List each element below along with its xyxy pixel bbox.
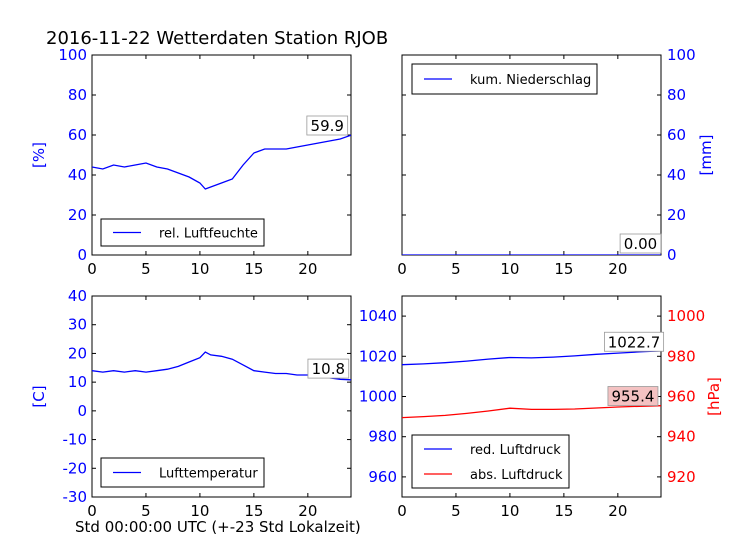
legend-label: kum. Niederschlag	[470, 73, 591, 88]
y-tick-label: 20	[667, 206, 686, 224]
legend-label: Lufttemperatur	[159, 467, 258, 482]
y-tick-label: 40	[68, 166, 87, 184]
x-axis-caption: Std 00:00:00 UTC (+-23 Std Lokalzeit)	[75, 518, 361, 536]
x-tick-label: 15	[244, 260, 263, 278]
value-annotation-box	[619, 233, 662, 254]
value-annotation: 0.00	[624, 235, 657, 253]
value-annotation-box	[307, 358, 350, 379]
series-line-abs-luftdruck	[402, 405, 661, 419]
y-tick-label: 100	[58, 46, 87, 64]
panel-precipitation: 0 5 10 15 20 0 20 40 60 80 100 [mm] kum. Niederschla…	[397, 46, 715, 278]
x-tick-label: 0	[397, 502, 407, 520]
y-tick-label: 40	[667, 166, 686, 184]
y-tick-label: 10	[68, 373, 87, 391]
panel-pressure: 0 5 10 15 20 960 980 1000 1020 1040 920 940 960 980 10…	[359, 295, 723, 520]
value-annotation: 955.4	[611, 388, 654, 406]
x-tick-label: 5	[451, 260, 461, 278]
y-axis-label: [%]	[30, 142, 48, 168]
y-tick-label: 40	[68, 287, 87, 305]
y2-tick-label: 920	[667, 468, 696, 486]
y-axis-label: [mm]	[697, 135, 715, 176]
y-tick-label: 30	[68, 316, 87, 334]
y-axis-label: [C]	[30, 385, 48, 407]
x-tick-label: 20	[608, 260, 627, 278]
plot-frame	[91, 54, 352, 256]
figure-title: 2016-11-22 Wetterdaten Station RJOB	[46, 28, 388, 49]
legend-box	[411, 434, 570, 489]
x-tick-label: 20	[608, 502, 627, 520]
x-tick-label: 15	[554, 502, 573, 520]
panel-humidity: 0 5 10 15 20 0 20 40 60 80 100 [%] rel. Luftfeuchte 5…	[30, 46, 352, 278]
y-tick-label: 80	[667, 86, 686, 104]
x-tick-label: 0	[87, 502, 97, 520]
x-tick-label: 0	[397, 260, 407, 278]
panel-temperature: 0 5 10 15 20 -30 -20 -10 0 10 20 30 40 [C] Lufttempera…	[30, 287, 352, 520]
y-tick-label: 960	[368, 468, 397, 486]
y-tick-label: 20	[68, 206, 87, 224]
value-annotation: 59.9	[311, 117, 344, 135]
y-tick-label: -30	[63, 488, 88, 506]
x-tick-label: 5	[141, 502, 151, 520]
x-tick-label: 10	[190, 260, 209, 278]
y-tick-label: 0	[77, 402, 87, 420]
y2-tick-label: 980	[667, 347, 696, 365]
legend: kum. Niederschlag	[411, 63, 598, 95]
y-tick-label: 80	[68, 86, 87, 104]
x-tick-label: 10	[500, 502, 519, 520]
y-tick-label: 0	[77, 246, 87, 264]
y2-axis-label: [hPa]	[705, 377, 723, 416]
y-tick-label: -10	[63, 431, 88, 449]
y-tick-label: 60	[667, 126, 686, 144]
x-tick-label: 20	[298, 260, 317, 278]
series-line-rel-luftfeuchte	[92, 134, 351, 190]
x-tick-label: 10	[500, 260, 519, 278]
plot-frame	[91, 295, 352, 498]
x-tick-label: 15	[244, 502, 263, 520]
value-annotation: 1022.7	[608, 333, 661, 351]
series-line-lufttemperatur	[92, 351, 351, 381]
x-tick-label: 5	[141, 260, 151, 278]
x-tick-label: 0	[87, 260, 97, 278]
x-tick-label: 15	[554, 260, 573, 278]
value-annotation-box	[607, 386, 659, 406]
value-annotation-box	[604, 331, 665, 352]
y2-tick-label: 1000	[667, 307, 705, 325]
y-tick-label: 1000	[359, 388, 397, 406]
y-tick-label: 20	[68, 344, 87, 362]
y-tick-label: 60	[68, 126, 87, 144]
x-tick-label: 10	[190, 502, 209, 520]
legend-label: rel. Luftfeuchte	[159, 227, 258, 242]
y-tick-label: 100	[667, 46, 696, 64]
y-tick-label: 1040	[359, 307, 397, 325]
x-tick-label: 20	[298, 502, 317, 520]
legend-label: abs. Luftdruck	[470, 468, 563, 483]
y-tick-label: 980	[368, 428, 397, 446]
series-line-red-luftdruck	[402, 350, 661, 366]
value-annotation-box	[306, 115, 349, 136]
legend-label: red. Luftdruck	[470, 443, 561, 458]
y-tick-label: 0	[667, 246, 677, 264]
y-tick-label: -20	[63, 459, 88, 477]
legend: red. Luftdruck abs. Luftdruck	[411, 434, 570, 489]
x-tick-label: 5	[451, 502, 461, 520]
value-annotation: 10.8	[312, 360, 345, 378]
y-tick-label: 1020	[359, 347, 397, 365]
legend: rel. Luftfeuchte	[100, 218, 265, 247]
y2-tick-label: 960	[667, 388, 696, 406]
y2-tick-label: 940	[667, 428, 696, 446]
legend: Lufttemperatur	[100, 457, 265, 488]
